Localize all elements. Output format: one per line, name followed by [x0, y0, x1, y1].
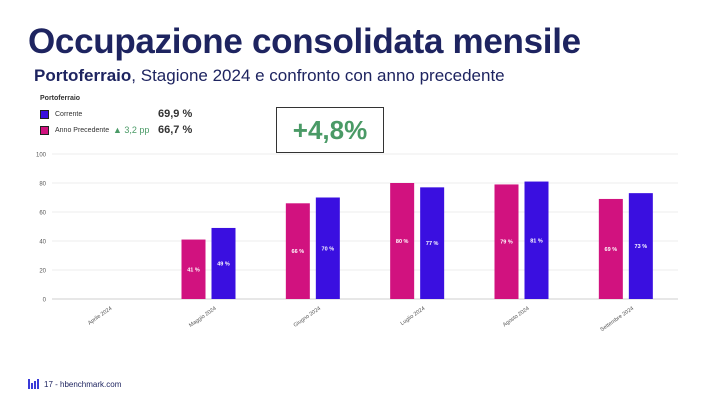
subtitle-rest: , Stagione 2024 e confronto con anno pre… — [131, 66, 505, 85]
y-tick-label: 60 — [39, 211, 46, 217]
legend-value-anno-precedente: 66,7 % — [158, 124, 193, 136]
bar-value-label: 49 % — [217, 261, 230, 267]
x-tick-label: Giugno 2024 — [293, 306, 322, 329]
bar-value-label: 41 % — [187, 267, 200, 273]
x-tick-label: Agosto 2024 — [502, 306, 531, 329]
bar-value-label: 69 % — [605, 247, 618, 253]
bar — [524, 181, 549, 299]
bar-value-label: 80 % — [396, 239, 409, 245]
bar-value-label: 79 % — [500, 240, 513, 246]
bar-value-label: 73 % — [635, 244, 648, 250]
legend-value-corrente: 69,9 % — [158, 108, 193, 120]
bar — [315, 197, 340, 299]
legend-label-corrente: Corrente — [55, 110, 83, 118]
delta-pp: ▲ 3,2 pp — [113, 125, 150, 135]
bar-value-label: 81 % — [530, 238, 543, 244]
bar — [285, 203, 310, 299]
kpi-box: +4,8% — [276, 107, 384, 153]
bar — [628, 193, 653, 299]
bar — [181, 239, 206, 299]
x-tick-label: Aprile 2024 — [87, 306, 113, 327]
legend-label-anno-precedente: Anno Precedente — [55, 126, 110, 134]
page-subtitle: Portoferraio, Stagione 2024 e confronto … — [34, 66, 505, 86]
subtitle-location: Portoferraio — [34, 66, 132, 85]
legend-item-corrente[interactable]: Corrente — [40, 108, 82, 120]
bar-value-label: 70 % — [322, 246, 335, 252]
footer: 17 - hbenchmark.com — [28, 379, 121, 389]
x-tick-label: Maggio 2024 — [188, 306, 218, 329]
y-tick-label: 80 — [39, 182, 46, 188]
page-title: Occupazione consolidata mensile — [28, 22, 581, 61]
bar — [420, 187, 445, 299]
x-tick-label: Luglio 2024 — [400, 306, 427, 327]
y-tick-label: 20 — [39, 269, 46, 275]
bar — [494, 184, 519, 299]
y-tick-label: 100 — [36, 153, 47, 159]
bar-value-label: 77 % — [426, 241, 439, 247]
bar — [598, 198, 623, 299]
legend-item-anno-precedente[interactable]: Anno Precedente — [40, 124, 109, 136]
x-tick-label: Settembre 2024 — [599, 306, 635, 333]
hbenchmark-logo-icon — [28, 379, 39, 389]
legend-title: Portoferraio — [40, 95, 81, 102]
bar — [390, 183, 415, 299]
legend-swatch-corrente — [40, 109, 49, 119]
y-tick-label: 0 — [43, 298, 47, 304]
bar-value-label: 66 % — [292, 249, 305, 255]
legend-swatch-anno-precedente — [40, 125, 49, 135]
y-tick-label: 40 — [39, 240, 46, 246]
bar — [211, 227, 236, 299]
footer-text: 17 - hbenchmark.com — [44, 379, 122, 389]
